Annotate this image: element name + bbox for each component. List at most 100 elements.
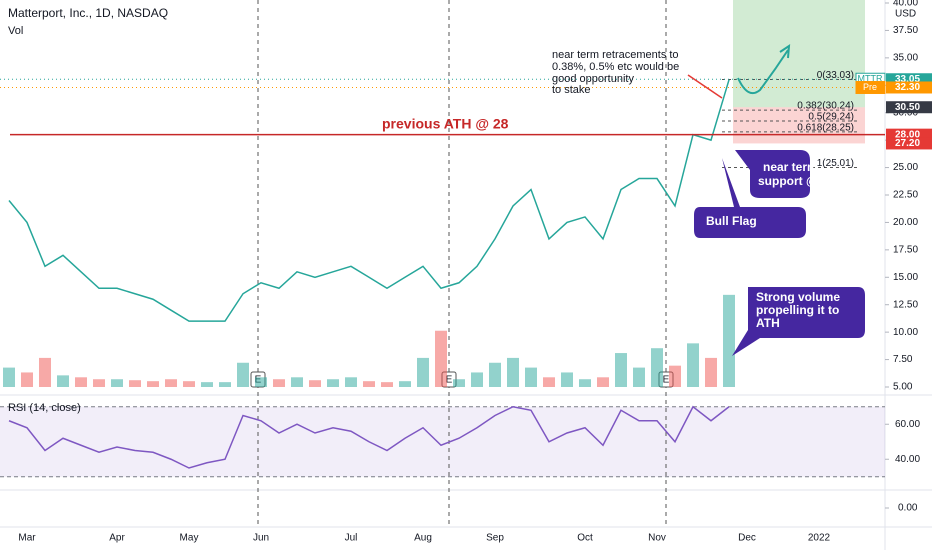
volume-bar	[705, 357, 717, 387]
volume-bar	[255, 377, 267, 387]
arrow	[737, 49, 789, 94]
annotation: good opportunity	[552, 73, 634, 85]
annotation: near term retracements to	[552, 49, 679, 61]
x-tick-label: Aug	[414, 533, 432, 544]
volume-bar	[345, 377, 357, 387]
y-tick-label: 10.00	[893, 327, 918, 338]
rsi-label: RSI (14, close)	[8, 402, 81, 414]
tag-label: MTTR	[858, 74, 883, 84]
volume-bar	[273, 379, 285, 387]
volume-bar	[363, 381, 375, 387]
target-zone	[733, 0, 865, 108]
x-tick-label: Oct	[577, 533, 593, 544]
volume-bar	[93, 379, 105, 387]
volume-bar	[615, 353, 627, 387]
volume-bar	[75, 377, 87, 387]
y-tick-label: 22.50	[893, 190, 918, 201]
earnings-label: E	[446, 375, 453, 386]
tag-label: Pre	[863, 82, 877, 92]
price-label-box	[886, 101, 932, 114]
volume-bar	[453, 379, 465, 387]
x-tick-label: Nov	[648, 533, 666, 544]
fib-label: 0.5(29.24)	[808, 112, 854, 123]
arrow	[687, 74, 723, 99]
x-tick-label: May	[180, 533, 199, 544]
callout-text: near term	[763, 160, 818, 174]
y-tick-label: 40.00	[893, 0, 918, 9]
y-tick-label: 37.50	[893, 25, 918, 36]
rsi-line	[8, 405, 730, 469]
volume-bar	[489, 362, 501, 387]
y-tick-label: 12.50	[893, 299, 918, 310]
volume-bar	[147, 381, 159, 387]
y-tick-label: 5.00	[893, 382, 913, 393]
volume-bar	[291, 377, 303, 387]
rsi-band	[0, 406, 885, 477]
volume-bar	[183, 381, 195, 387]
volume-bar	[597, 377, 609, 387]
volume-bar	[435, 330, 447, 387]
x-tick-label: Mar	[18, 533, 36, 544]
fib-label: 0.618(28.25)	[797, 123, 854, 134]
price-label: 30.50	[895, 102, 920, 113]
volume-bar	[381, 382, 393, 387]
volume-bar	[201, 382, 213, 387]
volume-bar	[507, 357, 519, 387]
volume-bar	[219, 382, 231, 387]
volume-bar	[111, 379, 123, 387]
volume-bar	[417, 357, 429, 387]
callout-text: Strong volume	[756, 290, 840, 304]
volume-bar	[633, 367, 645, 387]
callout-box	[732, 287, 865, 356]
tag-box	[855, 80, 886, 94]
y-tick-label: 60.00	[895, 419, 920, 430]
volume-bar	[129, 380, 141, 387]
volume-bar	[399, 381, 411, 387]
currency: USD	[895, 9, 916, 20]
fib-label: 0(33.03)	[817, 70, 854, 81]
volume-bar	[561, 372, 573, 387]
volume-bar	[165, 379, 177, 387]
volume-bar	[57, 375, 69, 387]
volume-bar	[543, 377, 555, 387]
callout-text: support @ 28	[758, 174, 835, 188]
price-label: 28.00	[895, 129, 920, 140]
volume-label: Vol	[8, 25, 23, 37]
volume-bar	[723, 294, 735, 387]
volume-bar	[21, 372, 33, 387]
volume-bar	[651, 348, 663, 387]
callout-text: ATH	[756, 316, 780, 330]
x-tick-label: Dec	[738, 533, 756, 544]
annotation: 0.38%, 0.5% etc would be	[552, 61, 679, 73]
volume-bar	[525, 367, 537, 387]
callout-box	[694, 158, 806, 238]
fib-label: 0.382(30.24)	[797, 101, 854, 112]
price-label-box	[886, 137, 932, 150]
y-tick-label: 0.00	[898, 503, 918, 514]
x-tick-label: Sep	[486, 533, 504, 544]
x-tick-label: Jun	[253, 533, 269, 544]
y-tick-label: 7.50	[893, 354, 913, 365]
y-tick-label: 17.50	[893, 244, 918, 255]
volume-bar	[237, 362, 249, 387]
price-label: 27.20	[895, 138, 920, 149]
callout-text: Bull Flag	[706, 214, 757, 228]
volume-bar	[669, 365, 681, 387]
volume-bar	[579, 379, 591, 387]
volume-bar	[309, 380, 321, 387]
callout-box	[735, 150, 810, 198]
fib-label: 1(25.01)	[817, 158, 854, 169]
annotation: to stake	[552, 84, 591, 96]
x-tick-label: Apr	[109, 533, 125, 544]
price-label-box	[886, 81, 932, 94]
chart-title: Matterport, Inc., 1D, NASDAQ	[8, 6, 168, 20]
y-tick-label: 15.00	[893, 272, 918, 283]
earnings-label: E	[663, 375, 670, 386]
volume-bar	[3, 367, 15, 387]
x-tick-label: Jul	[345, 533, 358, 544]
y-tick-label: 35.00	[893, 52, 918, 63]
x-tick-label: 2022	[808, 533, 831, 544]
stop-zone	[733, 107, 865, 144]
